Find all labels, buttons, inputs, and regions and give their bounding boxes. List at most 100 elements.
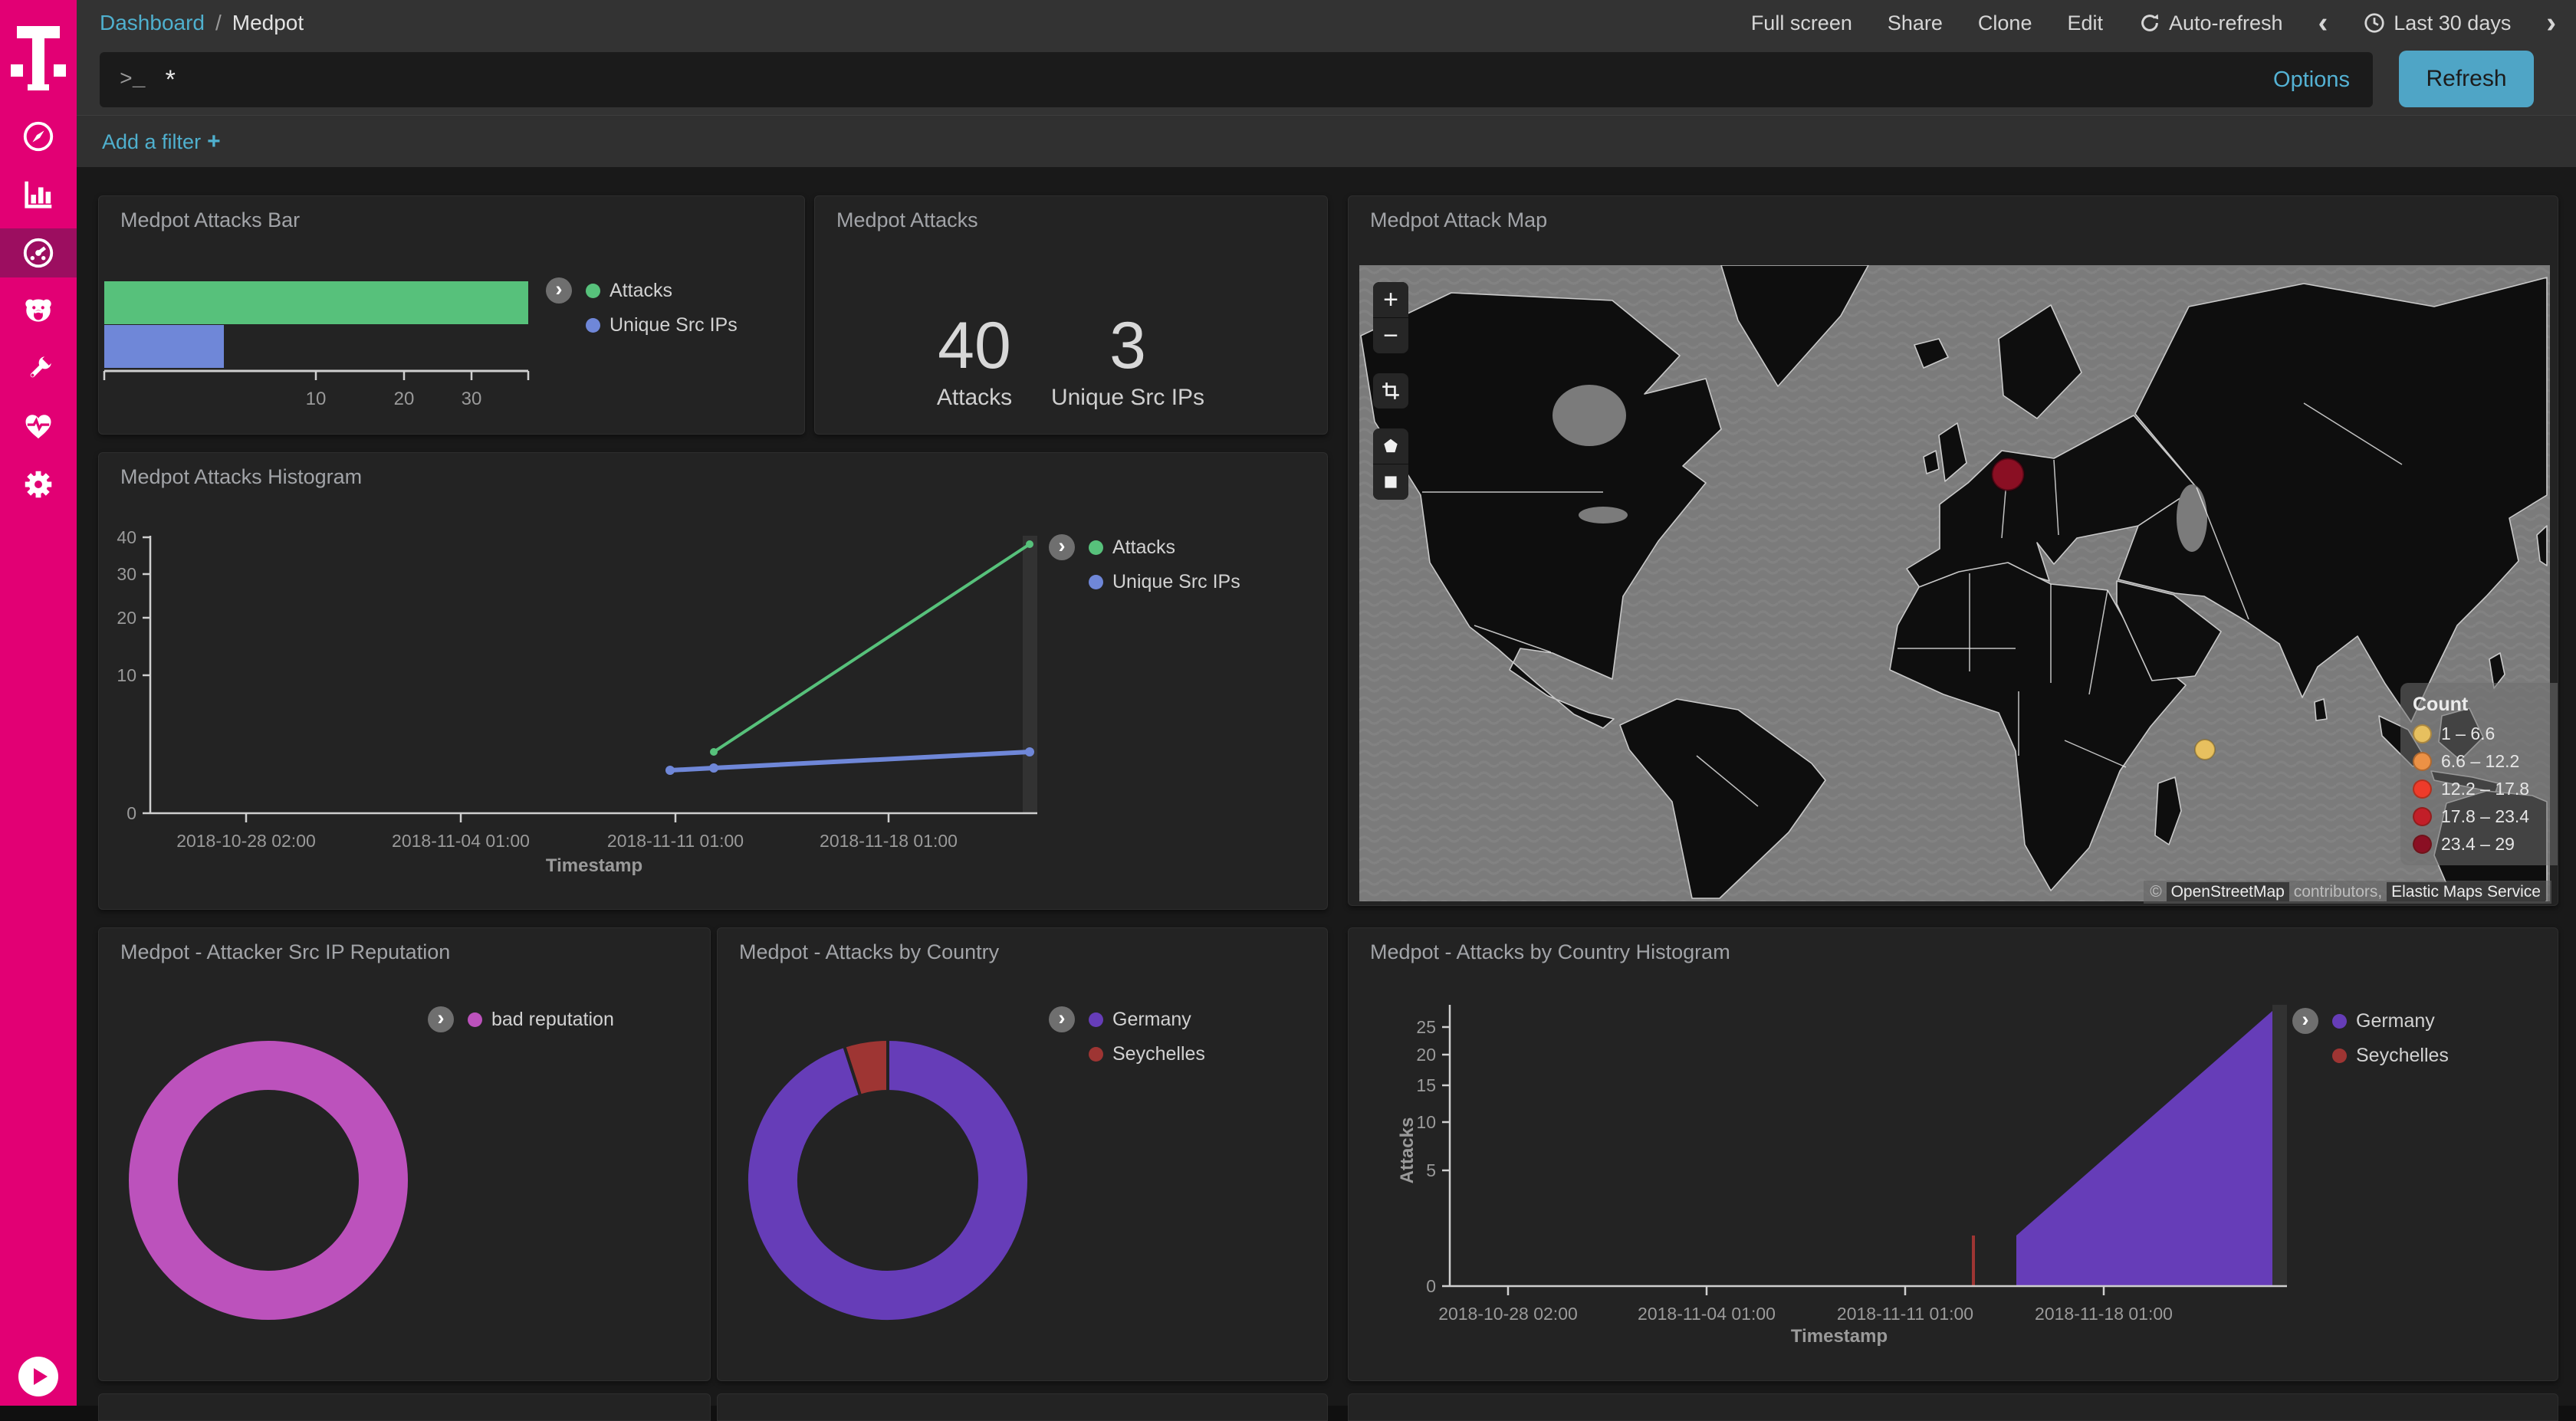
clone-button[interactable]: Clone xyxy=(1977,11,2032,34)
world-map[interactable] xyxy=(1359,265,2550,901)
wrench-icon xyxy=(30,354,54,378)
svg-text:2018-11-11 01:00: 2018-11-11 01:00 xyxy=(607,831,744,851)
map-count-legend: Count 1 – 6.6 6.6 – 12.2 12.2 – 17.8 17.… xyxy=(2400,683,2558,865)
breadcrumb-dashboard-link[interactable]: Dashboard xyxy=(100,11,205,34)
legend-item-seychelles[interactable]: Seychelles xyxy=(2332,1045,2449,1067)
legend-expand-icon[interactable] xyxy=(428,1006,454,1032)
legend-expand-icon[interactable] xyxy=(1049,1006,1075,1032)
panel-attacks-histogram: Medpot Attacks Histogram 0 10 20 30 40 2018-1… xyxy=(98,452,1328,910)
zoom-in-button[interactable]: + xyxy=(1373,282,1408,317)
legend-dot-bad-reputation xyxy=(468,1012,482,1027)
svg-text:10: 10 xyxy=(1416,1112,1436,1132)
refresh-button[interactable]: Refresh xyxy=(2399,51,2534,107)
svg-text:2018-11-04 01:00: 2018-11-04 01:00 xyxy=(392,831,530,851)
edit-button[interactable]: Edit xyxy=(2067,11,2103,34)
country-area-chart[interactable]: 0 5 10 15 20 25 2018-10-28 02:00 2018-11-04 01:… xyxy=(1349,928,2558,1380)
legend-item-attacks[interactable]: Attacks xyxy=(1089,537,1175,559)
legend: Germany Seychelles xyxy=(2292,1008,2449,1067)
sidebar-item-discover[interactable] xyxy=(0,112,77,161)
panel-attacks-by-country: Medpot - Attacks by Country Germany Seyc… xyxy=(717,927,1328,1381)
query-options-link[interactable]: Options xyxy=(2273,67,2350,92)
count-dot-3 xyxy=(2413,779,2432,799)
telekom-logo xyxy=(11,26,66,90)
sidebar-expand-button[interactable] xyxy=(18,1357,58,1396)
legend-expand-icon[interactable] xyxy=(1049,534,1075,560)
draw-polygon-button[interactable] xyxy=(1373,428,1408,464)
osm-link[interactable]: OpenStreetMap xyxy=(2166,882,2289,901)
time-back-button[interactable]: ‹ xyxy=(2318,7,2328,39)
legend-expand-icon[interactable] xyxy=(546,277,572,304)
svg-text:2018-10-28 02:00: 2018-10-28 02:00 xyxy=(1438,1304,1578,1324)
metric-attacks: 40 Attacks xyxy=(890,311,1059,411)
legend-item-unique-src-ips[interactable]: Unique Src IPs xyxy=(1089,571,1240,593)
next-row-panel xyxy=(717,1393,1328,1421)
svg-text:20: 20 xyxy=(1416,1045,1436,1065)
polygon-icon xyxy=(1384,438,1398,453)
panel-title: Medpot Attack Map xyxy=(1370,208,1548,231)
breadcrumb-separator: / xyxy=(215,11,222,34)
metric-value: 40 xyxy=(938,309,1011,382)
sidebar-item-monitoring[interactable] xyxy=(0,402,77,451)
sidebar-item-management[interactable] xyxy=(0,460,77,509)
count-dot-2 xyxy=(2413,752,2432,771)
play-icon xyxy=(33,1368,48,1385)
sidebar-item-timelion[interactable] xyxy=(0,287,77,336)
plus-icon: + xyxy=(207,129,221,154)
zoom-out-button[interactable]: − xyxy=(1373,318,1408,353)
legend-item-attacks[interactable]: Attacks xyxy=(586,280,672,302)
sidebar-item-dev-tools[interactable] xyxy=(0,345,77,394)
svg-text:40: 40 xyxy=(117,527,136,547)
time-range-picker[interactable]: Last 30 days xyxy=(2363,11,2511,35)
legend-item-germany[interactable]: Germany xyxy=(1089,1009,1191,1031)
share-button[interactable]: Share xyxy=(1887,11,1943,34)
legend-item-seychelles[interactable]: Seychelles xyxy=(1089,1043,1205,1065)
topbar-menu: Full screen Share Clone Edit Auto-refres… xyxy=(1750,7,2556,39)
panel-attacks-bar: Medpot Attacks Bar 10 20 30 Attacks Unique… xyxy=(98,195,805,435)
svg-text:10: 10 xyxy=(306,389,327,409)
legend-expand-icon[interactable] xyxy=(2292,1008,2318,1034)
panel-title: Medpot Attacks Histogram xyxy=(120,465,363,488)
count-dot-5 xyxy=(2413,835,2432,854)
breadcrumb-page-title: Medpot xyxy=(232,11,304,34)
svg-text:Timestamp: Timestamp xyxy=(546,855,642,876)
sidebar-item-visualize[interactable] xyxy=(0,170,77,219)
lakes xyxy=(1552,385,2207,552)
metric-label: Unique Src IPs xyxy=(1050,385,1205,410)
auto-refresh-button[interactable]: Auto-refresh xyxy=(2138,11,2283,35)
legend-dot-germany xyxy=(1089,1012,1103,1027)
add-filter-link[interactable]: Add a filter + xyxy=(102,129,221,154)
draw-rectangle-button[interactable] xyxy=(1373,464,1408,500)
search-input[interactable]: >_ * Options xyxy=(100,52,2373,107)
panel-attacks-metric: Medpot Attacks 40 Attacks 3 Unique Src I… xyxy=(814,195,1328,435)
ems-link[interactable]: Elastic Maps Service xyxy=(2387,882,2545,901)
attack-markers[interactable] xyxy=(1990,457,2216,760)
topbar: Dashboard / Medpot Full screen Share Clo… xyxy=(77,0,2576,46)
terminal-prompt-icon: >_ xyxy=(120,67,146,92)
legend-item-germany[interactable]: Germany xyxy=(2332,1010,2435,1032)
metric-label: Attacks xyxy=(936,385,1013,410)
full-screen-button[interactable]: Full screen xyxy=(1750,11,1852,34)
panel-title: Medpot - Attacks by Country xyxy=(739,940,1000,963)
query-value: * xyxy=(165,64,176,94)
svg-text:Timestamp: Timestamp xyxy=(1791,1326,1888,1347)
world-map-svg xyxy=(1359,265,2550,901)
rectangle-icon xyxy=(1385,476,1397,488)
panel-src-ip-reputation: Medpot - Attacker Src IP Reputation bad … xyxy=(98,927,711,1381)
reputation-donut-chart[interactable] xyxy=(99,928,710,1380)
sidebar-item-dashboard[interactable] xyxy=(0,228,77,277)
fit-bounds-button[interactable] xyxy=(1373,373,1408,409)
time-forward-button[interactable]: › xyxy=(2546,7,2556,39)
legend-item-unique-src-ips[interactable]: Unique Src IPs xyxy=(586,314,738,336)
next-row-panel xyxy=(98,1393,711,1421)
legend-item-bad-reputation[interactable]: bad reputation xyxy=(468,1009,614,1031)
panel-title: Medpot - Attacks by Country Histogram xyxy=(1370,940,1730,963)
attacks-histogram-chart[interactable]: 0 10 20 30 40 2018-10-28 02:00 2018-11-04 01:0… xyxy=(99,453,1327,909)
attacks-bar-chart[interactable]: 10 20 30 xyxy=(99,196,804,434)
svg-text:2018-11-18 01:00: 2018-11-18 01:00 xyxy=(2035,1304,2173,1324)
legend-dot-unique-src-ips xyxy=(1089,575,1103,589)
svg-text:20: 20 xyxy=(117,608,136,628)
legend-dot-seychelles xyxy=(2332,1049,2347,1063)
country-donut-chart[interactable] xyxy=(718,928,1327,1380)
panel-title: Medpot Attacks Bar xyxy=(120,208,301,231)
